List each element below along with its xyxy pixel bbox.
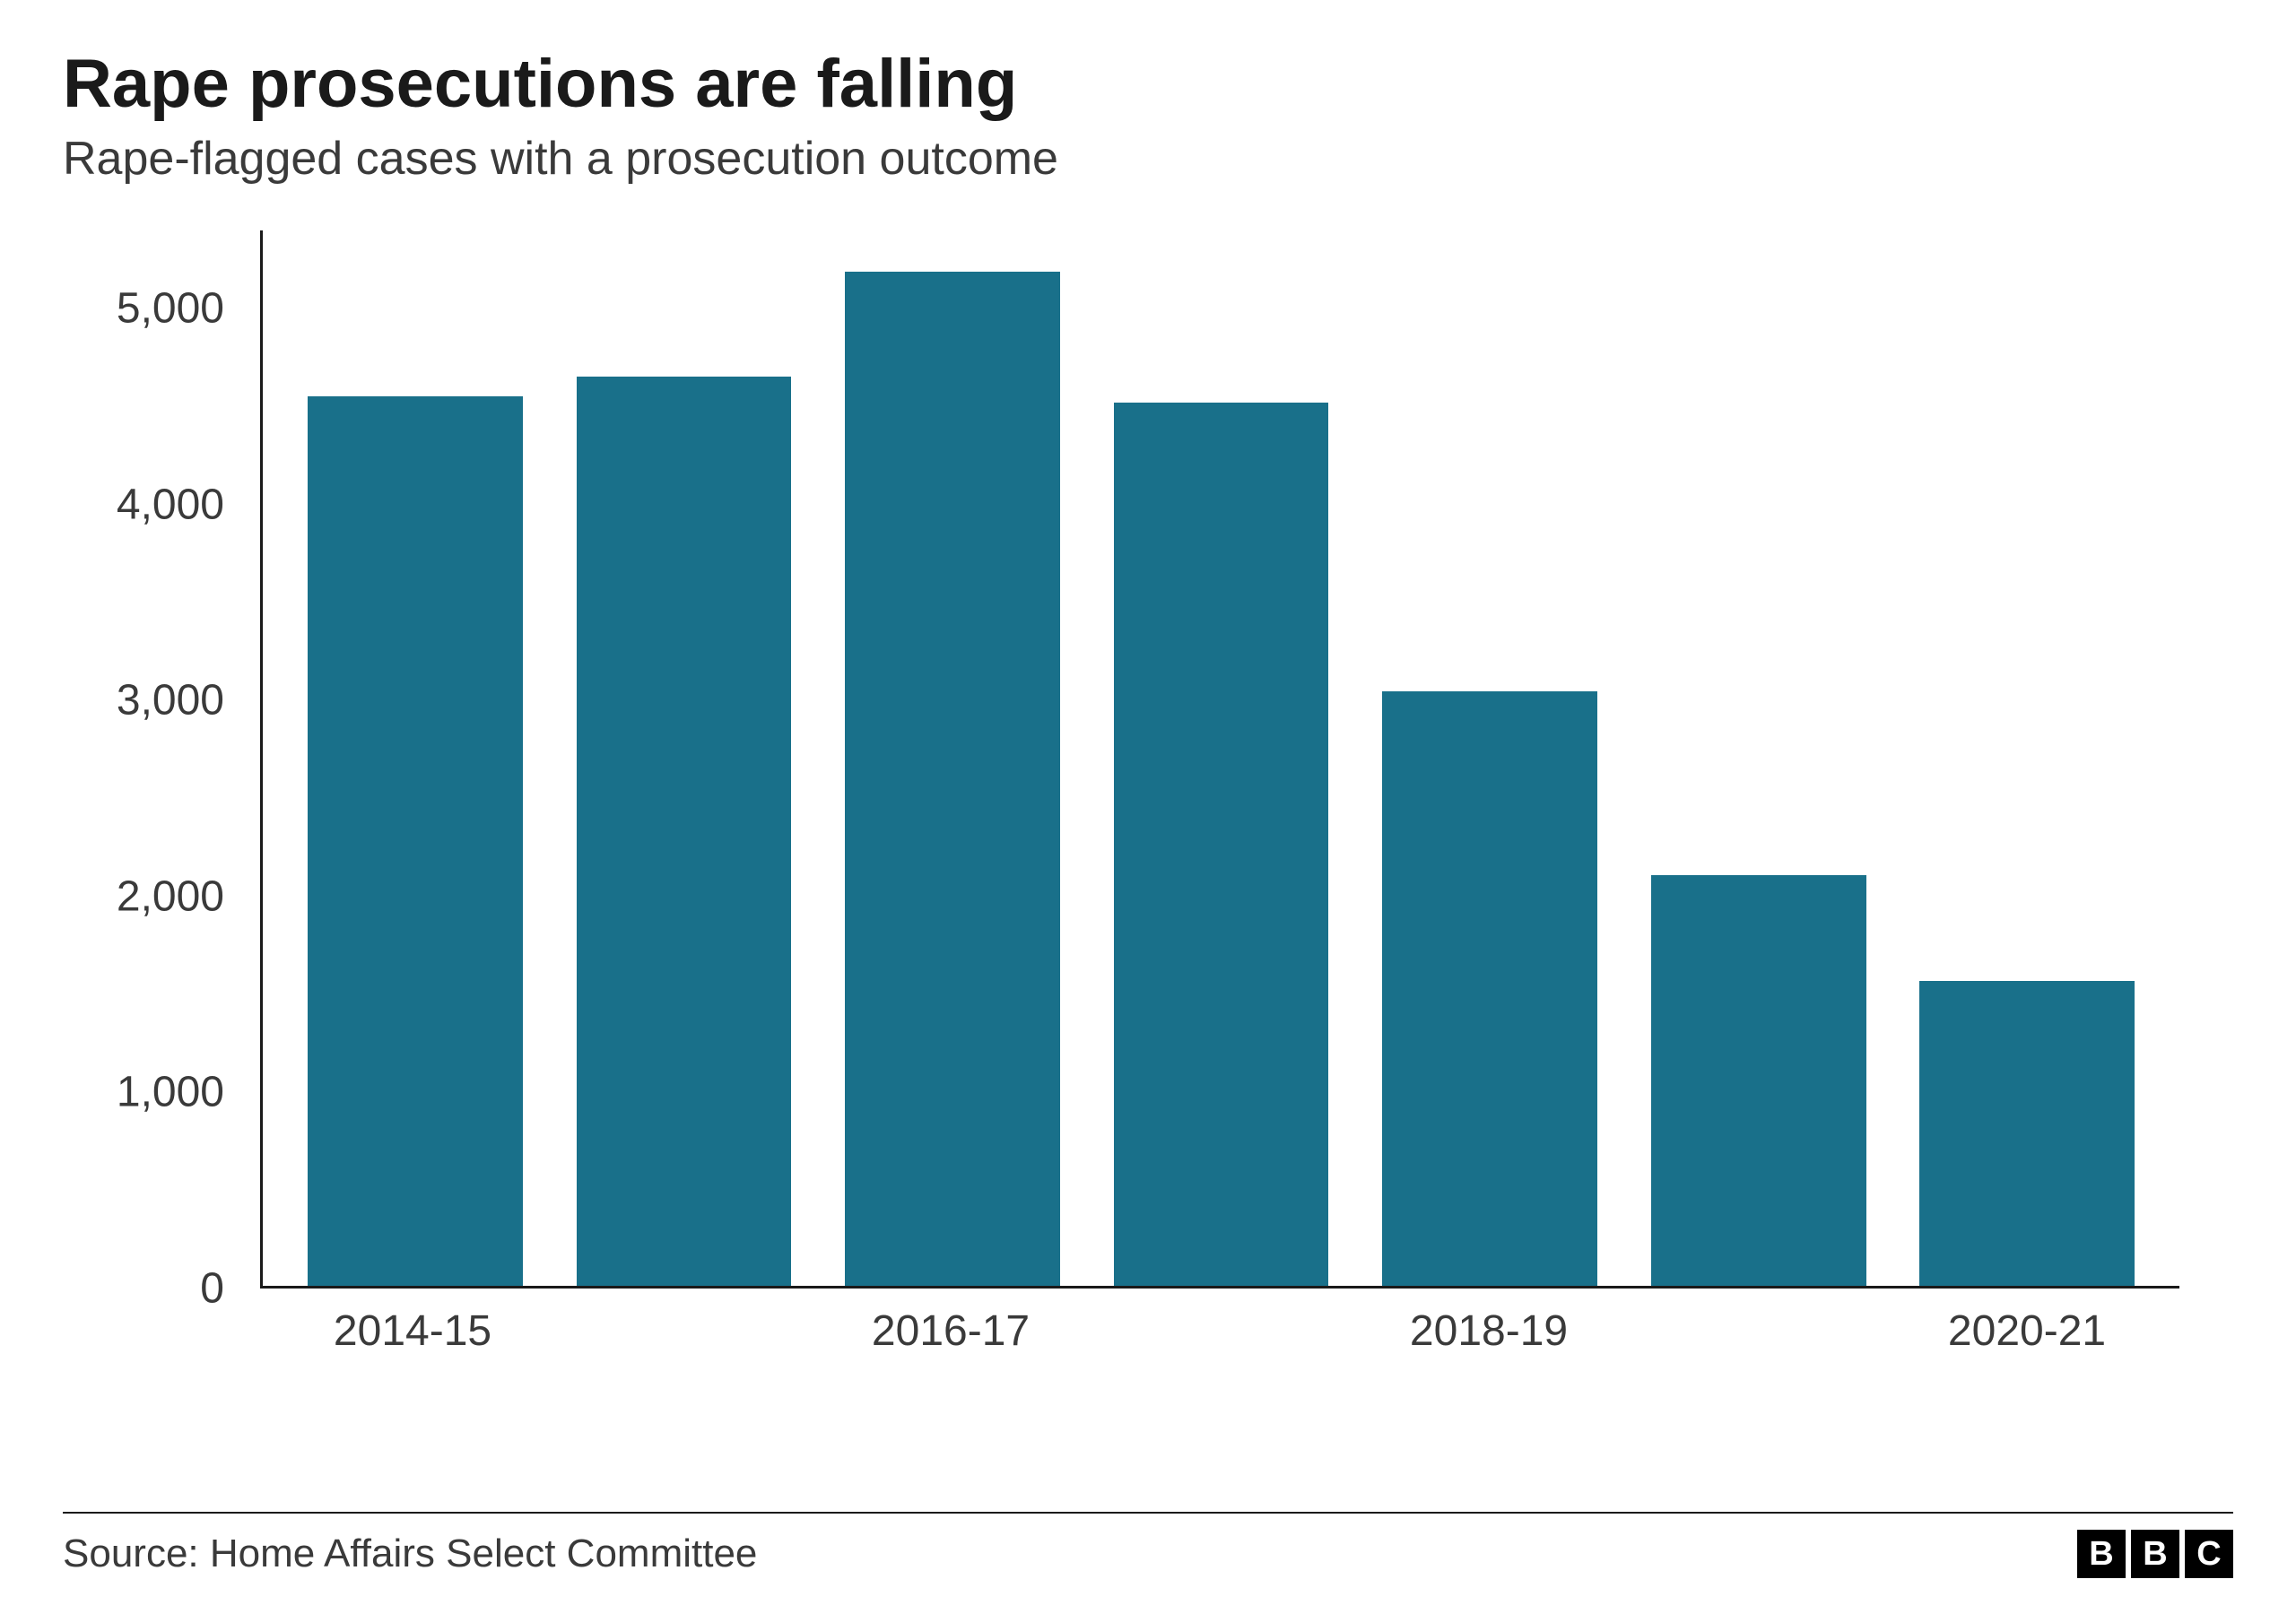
- chart-container: Rape prosecutions are falling Rape-flagg…: [0, 0, 2296, 1614]
- x-tick-label: 2018-19: [1354, 1306, 1623, 1356]
- x-tick-label: 2016-17: [816, 1306, 1085, 1356]
- plot-area: 01,0002,0003,0004,0005,000 2014-152015-1…: [63, 230, 2233, 1289]
- bar: [1382, 691, 1597, 1286]
- bar-slot: [818, 230, 1087, 1286]
- x-tick-label: 2014-15: [278, 1306, 547, 1356]
- y-tick-label: 0: [200, 1264, 224, 1314]
- chart-title: Rape prosecutions are falling: [63, 45, 2233, 123]
- y-tick-label: 3,000: [117, 676, 224, 725]
- bar-slot: [550, 230, 819, 1286]
- chart-footer: Source: Home Affairs Select Committee B …: [63, 1512, 2233, 1578]
- bar-slot: [1892, 230, 2161, 1286]
- y-tick-label: 5,000: [117, 284, 224, 334]
- x-axis-labels: 2014-152015-162016-172017-182018-192019-…: [260, 1306, 2179, 1356]
- bbc-logo-box: C: [2185, 1530, 2233, 1578]
- bars-region: [260, 230, 2179, 1289]
- y-tick-label: 4,000: [117, 480, 224, 529]
- bar: [1651, 875, 1866, 1286]
- bar-slot: [1355, 230, 1624, 1286]
- bar-slot: [1624, 230, 1893, 1286]
- bar: [1919, 981, 2135, 1286]
- y-axis: 01,0002,0003,0004,0005,000: [63, 230, 242, 1289]
- bar: [308, 396, 523, 1286]
- bbc-logo-box: B: [2131, 1530, 2179, 1578]
- bbc-logo: B B C: [2077, 1530, 2233, 1578]
- bar: [1114, 403, 1329, 1286]
- bars-inner: [263, 230, 2179, 1286]
- bar: [845, 272, 1060, 1286]
- y-tick-label: 2,000: [117, 872, 224, 921]
- y-tick-label: 1,000: [117, 1068, 224, 1117]
- bbc-logo-box: B: [2077, 1530, 2126, 1578]
- source-label: Source: Home Affairs Select Committee: [63, 1532, 757, 1576]
- bar-slot: [281, 230, 550, 1286]
- chart-subtitle: Rape-flagged cases with a prosecution ou…: [63, 132, 2233, 186]
- bar-slot: [1087, 230, 1356, 1286]
- bar: [577, 377, 792, 1286]
- x-tick-label: 2020-21: [1892, 1306, 2161, 1356]
